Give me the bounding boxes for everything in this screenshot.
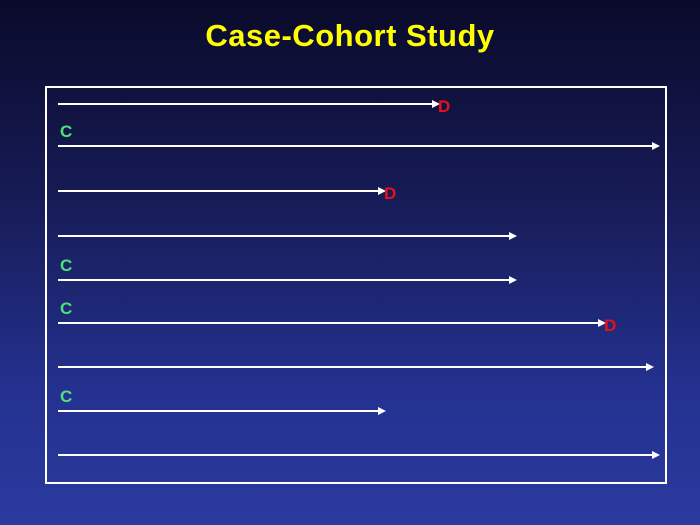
slide-title: Case-Cohort Study [205, 18, 495, 53]
timeline-row-3 [58, 187, 386, 195]
timeline-row-8 [58, 407, 386, 415]
timeline-row-6 [58, 319, 606, 327]
cohort-frame [45, 86, 667, 484]
subcohort-marker: C [60, 299, 73, 318]
case-marker: D [604, 316, 617, 335]
case-marker: D [384, 184, 397, 203]
subcohort-marker: C [60, 122, 73, 141]
timeline-row-5 [58, 276, 517, 284]
timeline-row-4 [58, 232, 517, 240]
timeline-row-2 [58, 142, 660, 150]
case-marker: D [438, 97, 451, 116]
subcohort-marker: C [60, 256, 73, 275]
timeline-row-9 [58, 451, 660, 459]
subcohort-marker: C [60, 387, 73, 406]
timeline-row-1 [58, 100, 440, 108]
timeline-row-7 [58, 363, 654, 371]
